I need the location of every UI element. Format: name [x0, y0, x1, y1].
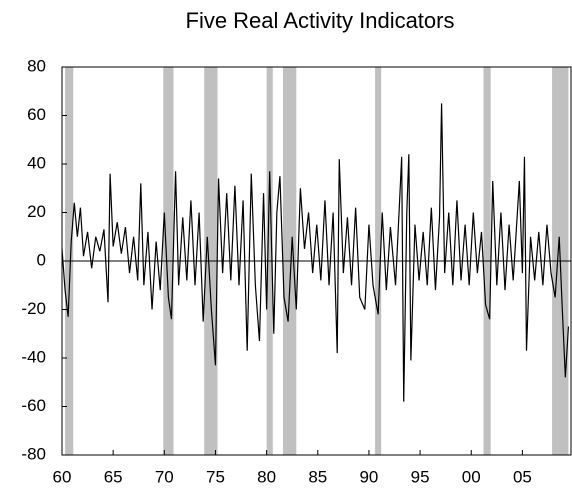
- chart-title: Five Real Activity Indicators: [186, 8, 455, 33]
- x-tick-label: 85: [308, 467, 327, 486]
- plot-frame: [61, 66, 572, 456]
- y-tick-label: -40: [21, 347, 46, 366]
- x-tick-label: 00: [462, 467, 481, 486]
- x-tick-label: 90: [359, 467, 378, 486]
- y-tick-label: 0: [37, 250, 46, 269]
- y-tick-label: -60: [21, 396, 46, 415]
- y-tick-label: 60: [27, 105, 46, 124]
- x-tick-label: 75: [206, 467, 225, 486]
- x-tick-label: 95: [411, 467, 430, 486]
- x-tick-label: 05: [513, 467, 532, 486]
- y-tick-label: -20: [21, 299, 46, 318]
- x-tick-label: 80: [257, 467, 276, 486]
- y-tick-label: -80: [21, 444, 46, 463]
- x-tick-label: 60: [53, 467, 72, 486]
- x-tick-label: 65: [104, 467, 123, 486]
- y-tick-label: 20: [27, 202, 46, 221]
- y-tick-label: 80: [27, 56, 46, 75]
- y-tick-label: 40: [27, 153, 46, 172]
- x-tick-label: 70: [155, 467, 174, 486]
- series-line: [61, 103, 570, 402]
